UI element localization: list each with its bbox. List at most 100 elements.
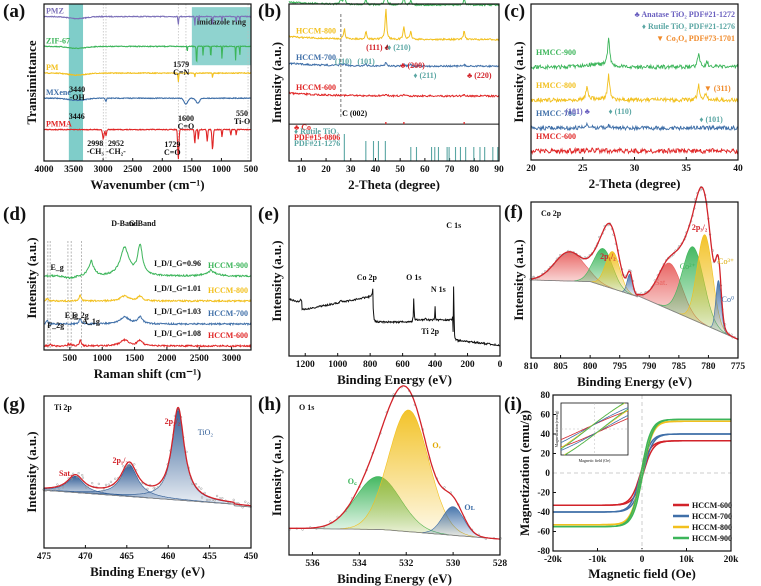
x-tick-label: 2000 bbox=[157, 354, 176, 364]
data-point bbox=[218, 497, 222, 500]
data-point bbox=[156, 486, 160, 489]
background-line bbox=[531, 279, 738, 340]
imidazole-label: imidazole ring bbox=[197, 17, 246, 26]
x-tick-label: 775 bbox=[731, 362, 746, 372]
plot-frame bbox=[530, 3, 739, 161]
series-line-hccm-600 bbox=[43, 337, 252, 349]
series-label: HMCC-700 bbox=[536, 109, 576, 118]
panel-label: (f) bbox=[504, 202, 523, 223]
peak-label-c1s: C 1s bbox=[446, 221, 461, 230]
background-line bbox=[289, 527, 498, 540]
x-axis-label: Binding Energy (eV) bbox=[337, 571, 452, 586]
id-ig-ratio: I_D/I_G=1.08 bbox=[154, 329, 201, 338]
peak-label-o1s: O 1s bbox=[406, 273, 421, 282]
x-tick-label: 10 bbox=[297, 165, 307, 175]
peak-label-co2p: Co 2p bbox=[357, 273, 378, 282]
legend-entry: ▼ Co₃O₄ PDF#73-1701 bbox=[656, 34, 735, 43]
x-tick-label: -10k bbox=[589, 555, 608, 565]
series-line-mxene bbox=[43, 96, 252, 106]
x-axis-label: Wavenumber (cm⁻¹) bbox=[90, 177, 204, 192]
spectrum-title: Co 2p bbox=[541, 209, 562, 218]
y-tick-label: 40 bbox=[541, 430, 551, 440]
panel-label: (g) bbox=[3, 394, 25, 415]
x-tick-label: 455 bbox=[202, 552, 217, 562]
x-tick-label: 1000 bbox=[212, 165, 231, 175]
plot-frame bbox=[288, 3, 500, 162]
x-tick-label: 465 bbox=[120, 552, 135, 562]
id-ig-ratio: I_D/I_G=1.03 bbox=[154, 307, 201, 316]
annotation: -CH₃ bbox=[87, 147, 105, 156]
co-pdf: PDF#15-0806 bbox=[294, 133, 340, 142]
series-label: ZIF-67 bbox=[46, 36, 70, 45]
data-point bbox=[140, 482, 143, 485]
data-point bbox=[213, 499, 216, 502]
x-axis-label: Binding Energy (eV) bbox=[90, 564, 205, 579]
series-line-zif-67 bbox=[43, 44, 252, 63]
x-tick-label: 2500 bbox=[190, 354, 209, 364]
x-tick-label: 1000 bbox=[93, 354, 112, 364]
x-tick-label: 470 bbox=[78, 552, 93, 562]
x-tick-label: 536 bbox=[305, 559, 320, 569]
y-tick-label: 20 bbox=[541, 450, 551, 460]
data-point bbox=[77, 471, 80, 475]
y-axis-label: Transimittance bbox=[24, 40, 39, 124]
data-point bbox=[205, 498, 209, 502]
data-point bbox=[100, 490, 103, 493]
data-point bbox=[244, 500, 247, 503]
x-tick-label: 30 bbox=[346, 165, 356, 175]
legend-label: HCCM-900 bbox=[692, 534, 732, 543]
x-tick-label: 805 bbox=[553, 362, 568, 372]
envelope-line bbox=[289, 385, 501, 540]
series-line-hccm-700 bbox=[288, 62, 500, 69]
data-point bbox=[75, 475, 79, 479]
x-tick-label: 20k bbox=[724, 555, 740, 565]
data-point bbox=[221, 497, 224, 500]
panel-label: (a) bbox=[3, 1, 25, 22]
x-axis-label: Binding Energy (eV) bbox=[337, 372, 452, 387]
series-label: MXene bbox=[46, 88, 71, 97]
series-label: PMZ bbox=[46, 7, 64, 16]
data-point bbox=[194, 483, 198, 486]
series-label: HCCM-900 bbox=[208, 261, 248, 270]
y-axis-label: Intensity (a.u.) bbox=[269, 42, 284, 123]
data-point bbox=[107, 483, 110, 486]
x-tick-label: 795 bbox=[613, 362, 628, 372]
data-point bbox=[215, 494, 219, 498]
inset-loop bbox=[564, 408, 629, 456]
annotation: 1600 bbox=[178, 114, 194, 123]
spectrum-title: O 1s bbox=[299, 403, 314, 412]
hkl-label: (101) bbox=[357, 57, 375, 66]
data-point bbox=[329, 520, 332, 523]
x-tick-label: 1500 bbox=[182, 165, 201, 175]
annotation: Ti-O bbox=[234, 117, 250, 126]
annotation: 3440 bbox=[69, 85, 85, 94]
x-tick-label: 0 bbox=[498, 360, 503, 370]
x-tick-label: 60 bbox=[420, 165, 430, 175]
label-ov: Oᵥ bbox=[432, 441, 441, 450]
data-point bbox=[81, 473, 84, 477]
envelope-line bbox=[531, 186, 739, 340]
annotation: 550 bbox=[236, 109, 248, 118]
x-tick-label: -20k bbox=[544, 555, 563, 565]
panel-label: (i) bbox=[504, 394, 522, 415]
panel-label: (b) bbox=[258, 1, 281, 22]
annotation: -OH bbox=[70, 93, 86, 102]
x-tick-label: 90 bbox=[494, 165, 504, 175]
label-2p32: 2p₃/₂ bbox=[165, 417, 181, 426]
peak-label-ti2p: Ti 2p bbox=[421, 327, 439, 336]
x-tick-label: 1500 bbox=[125, 354, 144, 364]
hkl-label: (110) bbox=[335, 57, 352, 66]
x-tick-label: 50 bbox=[395, 165, 405, 175]
y-tick-label: 60 bbox=[541, 411, 551, 421]
y-axis-label: Intensity (a.u.) bbox=[24, 237, 39, 318]
data-point bbox=[44, 489, 47, 493]
plot-frame bbox=[43, 205, 252, 351]
y-tick-label: 0 bbox=[545, 469, 550, 479]
mode-label: E_g bbox=[50, 263, 63, 272]
hkl-label: ♣ (220) bbox=[467, 71, 492, 80]
data-point bbox=[49, 489, 53, 492]
mode-label: F_2g bbox=[72, 311, 89, 320]
x-tick-label: 800 bbox=[583, 362, 598, 372]
plot-frame bbox=[288, 395, 501, 556]
x-tick-label: 1000 bbox=[328, 360, 347, 370]
